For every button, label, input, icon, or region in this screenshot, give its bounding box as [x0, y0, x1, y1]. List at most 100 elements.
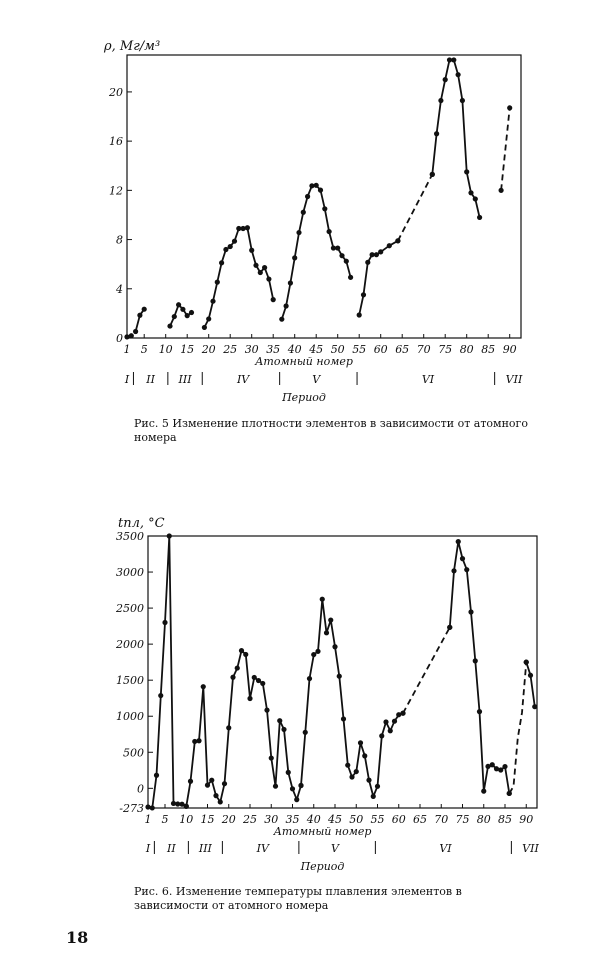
- density-x-tick-label: 85: [481, 343, 495, 356]
- density-x-tick-label: 10: [159, 343, 173, 356]
- density-data-point: [455, 72, 461, 78]
- density-data-point: [365, 259, 371, 265]
- density-data-point: [180, 306, 186, 312]
- density-data-point: [438, 97, 444, 104]
- melting-y-tick-label: -273: [119, 802, 144, 815]
- density-data-point: [231, 238, 238, 244]
- density-data-point: [128, 333, 134, 339]
- melting-data-point: [498, 767, 504, 773]
- density-y-tick-label: 16: [109, 135, 123, 148]
- melting-data-point: [162, 619, 168, 626]
- melting-data-point: [153, 772, 160, 778]
- melting-data-point: [489, 762, 495, 768]
- density-x-tick-label: 75: [438, 343, 452, 356]
- density-data-point: [253, 262, 259, 268]
- melting-data-point: [255, 677, 262, 684]
- melting-data-point: [400, 710, 406, 716]
- melting-data-point: [387, 728, 393, 734]
- density-data-point: [378, 249, 384, 255]
- density-data-point: [322, 206, 328, 212]
- melting-period-label: VI: [439, 842, 452, 855]
- density-x-tick-label: 25: [222, 343, 237, 356]
- melting-data-point: [447, 624, 453, 630]
- density-y-axis-label: ρ, Мг/м³: [103, 39, 160, 54]
- density-y-tick-label: 12: [109, 184, 123, 197]
- density-data-point: [305, 193, 311, 200]
- melting-data-point: [362, 753, 368, 759]
- melting-data-point: [196, 738, 202, 744]
- melting-data-point: [336, 673, 342, 679]
- density-series-line: [280, 184, 352, 320]
- melting-series-line: [147, 535, 187, 809]
- melting-data-point: [349, 774, 355, 780]
- density-y-tick-label: 20: [108, 86, 123, 99]
- melting-data-point: [306, 675, 313, 682]
- melting-data-point: [204, 782, 211, 788]
- density-data-point: [360, 292, 367, 298]
- melting-x-tick-label: 55: [371, 813, 385, 826]
- density-data-point: [188, 309, 195, 316]
- density-data-point: [339, 253, 345, 259]
- density-period-label: V: [312, 373, 321, 386]
- melting-data-point: [294, 797, 300, 803]
- density-data-point: [240, 225, 246, 232]
- melting-data-point: [527, 672, 534, 678]
- density-data-point: [283, 303, 289, 309]
- melting-data-point: [149, 805, 155, 811]
- melting-data-point: [145, 804, 151, 810]
- density-series-line: [397, 173, 434, 242]
- density-x-tick-label: 55: [352, 343, 366, 356]
- melting-data-point: [166, 533, 172, 539]
- density-period-label: VI: [422, 373, 435, 386]
- density-data-point: [206, 316, 212, 322]
- density-data-point: [348, 274, 354, 280]
- density-period-label: VII: [506, 373, 523, 386]
- melting-data-point: [187, 778, 194, 784]
- melting-y-tick-label: 500: [123, 746, 144, 759]
- density-x-tick-label: 1: [124, 343, 131, 356]
- melting-period-label: IV: [256, 842, 270, 855]
- melting-y-tick-label: 3000: [116, 566, 144, 579]
- density-data-point: [141, 306, 147, 312]
- density-plot-frame: [126, 54, 522, 339]
- density-data-point: [317, 187, 324, 193]
- melting-data-point: [379, 733, 385, 739]
- density-data-point: [343, 258, 349, 264]
- melting-x-tick-label: 15: [201, 813, 215, 826]
- melting-x-tick-label: 10: [179, 813, 193, 826]
- melting-data-point: [311, 651, 317, 658]
- melting-plot-frame: [147, 535, 538, 809]
- density-series-line: [500, 107, 511, 191]
- density-data-point: [227, 243, 233, 250]
- density-data-point: [257, 269, 263, 276]
- melting-data-point: [323, 630, 330, 636]
- melting-y-tick-label: 1000: [116, 710, 144, 723]
- melting-period-label: II: [166, 842, 176, 855]
- melting-data-point: [464, 567, 470, 573]
- melting-data-point: [175, 801, 181, 807]
- density-data-point: [434, 131, 440, 137]
- melting-y-tick-label: 2000: [115, 638, 144, 651]
- melting-data-point: [268, 755, 274, 761]
- melting-data-point: [357, 740, 364, 746]
- density-period-axis-label: Период: [281, 391, 326, 404]
- density-x-tick-label: 65: [395, 343, 409, 356]
- melting-data-point: [332, 644, 338, 650]
- density-data-point: [133, 328, 139, 335]
- melting-data-point: [374, 783, 381, 789]
- density-data-point: [442, 77, 448, 83]
- density-x-tick-label: 60: [374, 343, 388, 356]
- melting-data-point: [213, 793, 219, 799]
- density-data-point: [210, 298, 216, 304]
- melting-data-point: [260, 680, 266, 687]
- melting-data-point: [226, 725, 232, 731]
- density-x-tick-label: 70: [417, 343, 431, 356]
- melting-x-tick-label: 1: [145, 813, 152, 826]
- melting-series-line: [448, 540, 511, 794]
- melting-data-point: [234, 665, 240, 671]
- melting-data-point: [481, 788, 487, 794]
- density-data-point: [219, 260, 225, 266]
- density-x-tick-label: 35: [266, 343, 280, 356]
- melting-series-line: [508, 662, 528, 794]
- melting-x-axis-label: Атомный номер: [273, 825, 372, 838]
